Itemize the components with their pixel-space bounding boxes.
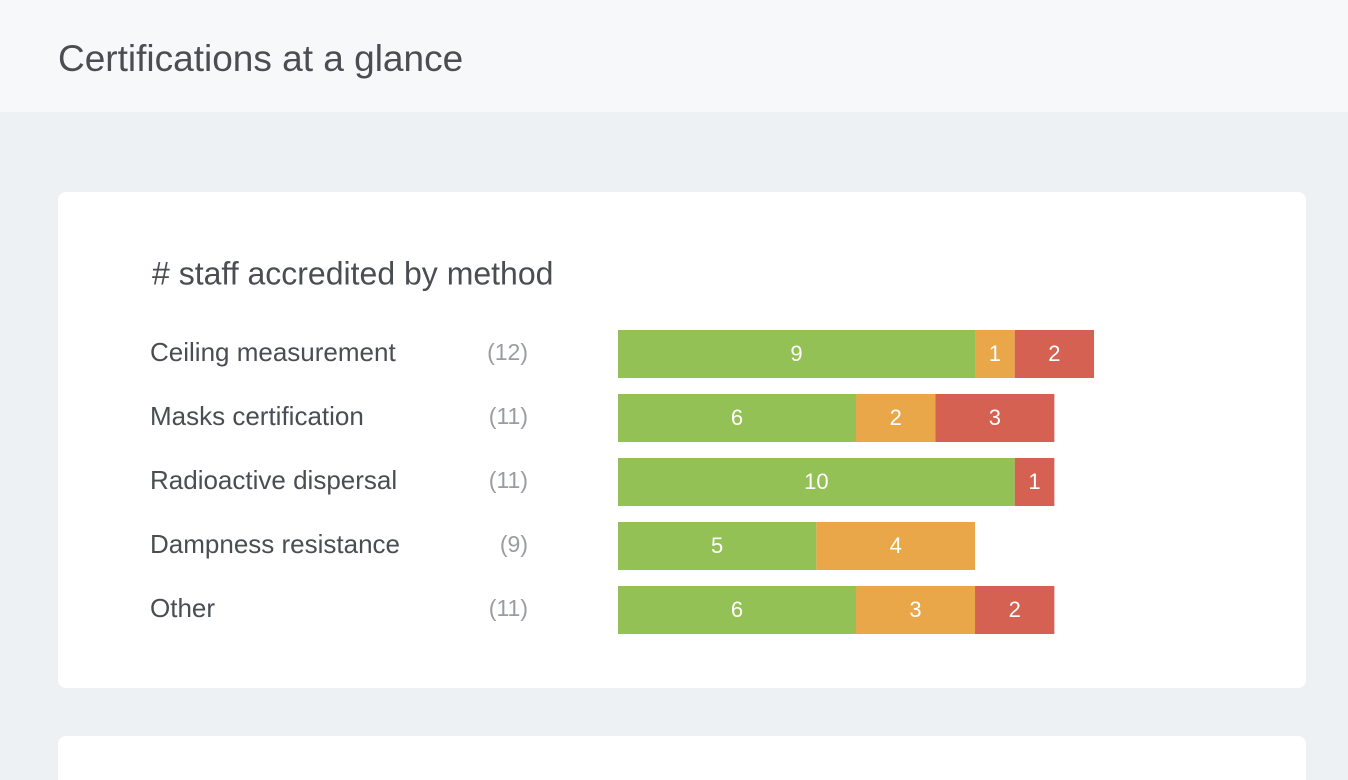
bar-segment (816, 522, 976, 570)
bar-segment (618, 586, 857, 634)
bar-value-label: 1 (1028, 469, 1040, 494)
bar-value-label: 2 (1009, 597, 1021, 622)
next-card (58, 736, 1306, 780)
bar-value-label: 6 (731, 597, 743, 622)
chart-card: # staff accredited by method Ceiling mea… (58, 192, 1306, 688)
category-label: Radioactive dispersal (150, 465, 397, 495)
total-label: (9) (500, 531, 528, 557)
bar-value-label: 9 (790, 341, 802, 366)
bar-value-label: 5 (711, 533, 723, 558)
bar-value-label: 10 (804, 469, 828, 494)
bar-value-label: 2 (890, 405, 902, 430)
bar-segment (1014, 330, 1095, 378)
bar-value-label: 2 (1048, 341, 1060, 366)
bar-segment (975, 330, 1015, 378)
bar-value-label: 3 (989, 405, 1001, 430)
bar-value-label: 4 (890, 533, 902, 558)
bar-segment (1014, 458, 1055, 506)
total-label: (11) (489, 595, 528, 621)
header: Certifications at a glance (0, 0, 1348, 112)
total-label: (11) (489, 467, 528, 493)
bar-value-label: 6 (731, 405, 743, 430)
bar-segment (975, 586, 1055, 634)
category-label: Dampness resistance (150, 529, 400, 559)
bar-segment (856, 394, 936, 442)
category-label: Ceiling measurement (150, 337, 396, 367)
category-label: Other (150, 593, 215, 623)
bar-value-label: 3 (909, 597, 921, 622)
bar-segment (618, 330, 976, 378)
page-title: Certifications at a glance (58, 38, 464, 79)
category-label: Masks certification (150, 401, 364, 431)
bar-segment (618, 458, 1015, 506)
bar-segment (618, 522, 817, 570)
chart: # staff accredited by method Ceiling mea… (150, 255, 1095, 634)
bar-value-label: 1 (989, 341, 1001, 366)
total-label: (11) (489, 403, 528, 429)
bar-segment (618, 394, 857, 442)
total-label: (12) (487, 339, 528, 365)
bar-segment (935, 394, 1055, 442)
chart-title: # staff accredited by method (152, 255, 553, 291)
bar-segment (856, 586, 976, 634)
